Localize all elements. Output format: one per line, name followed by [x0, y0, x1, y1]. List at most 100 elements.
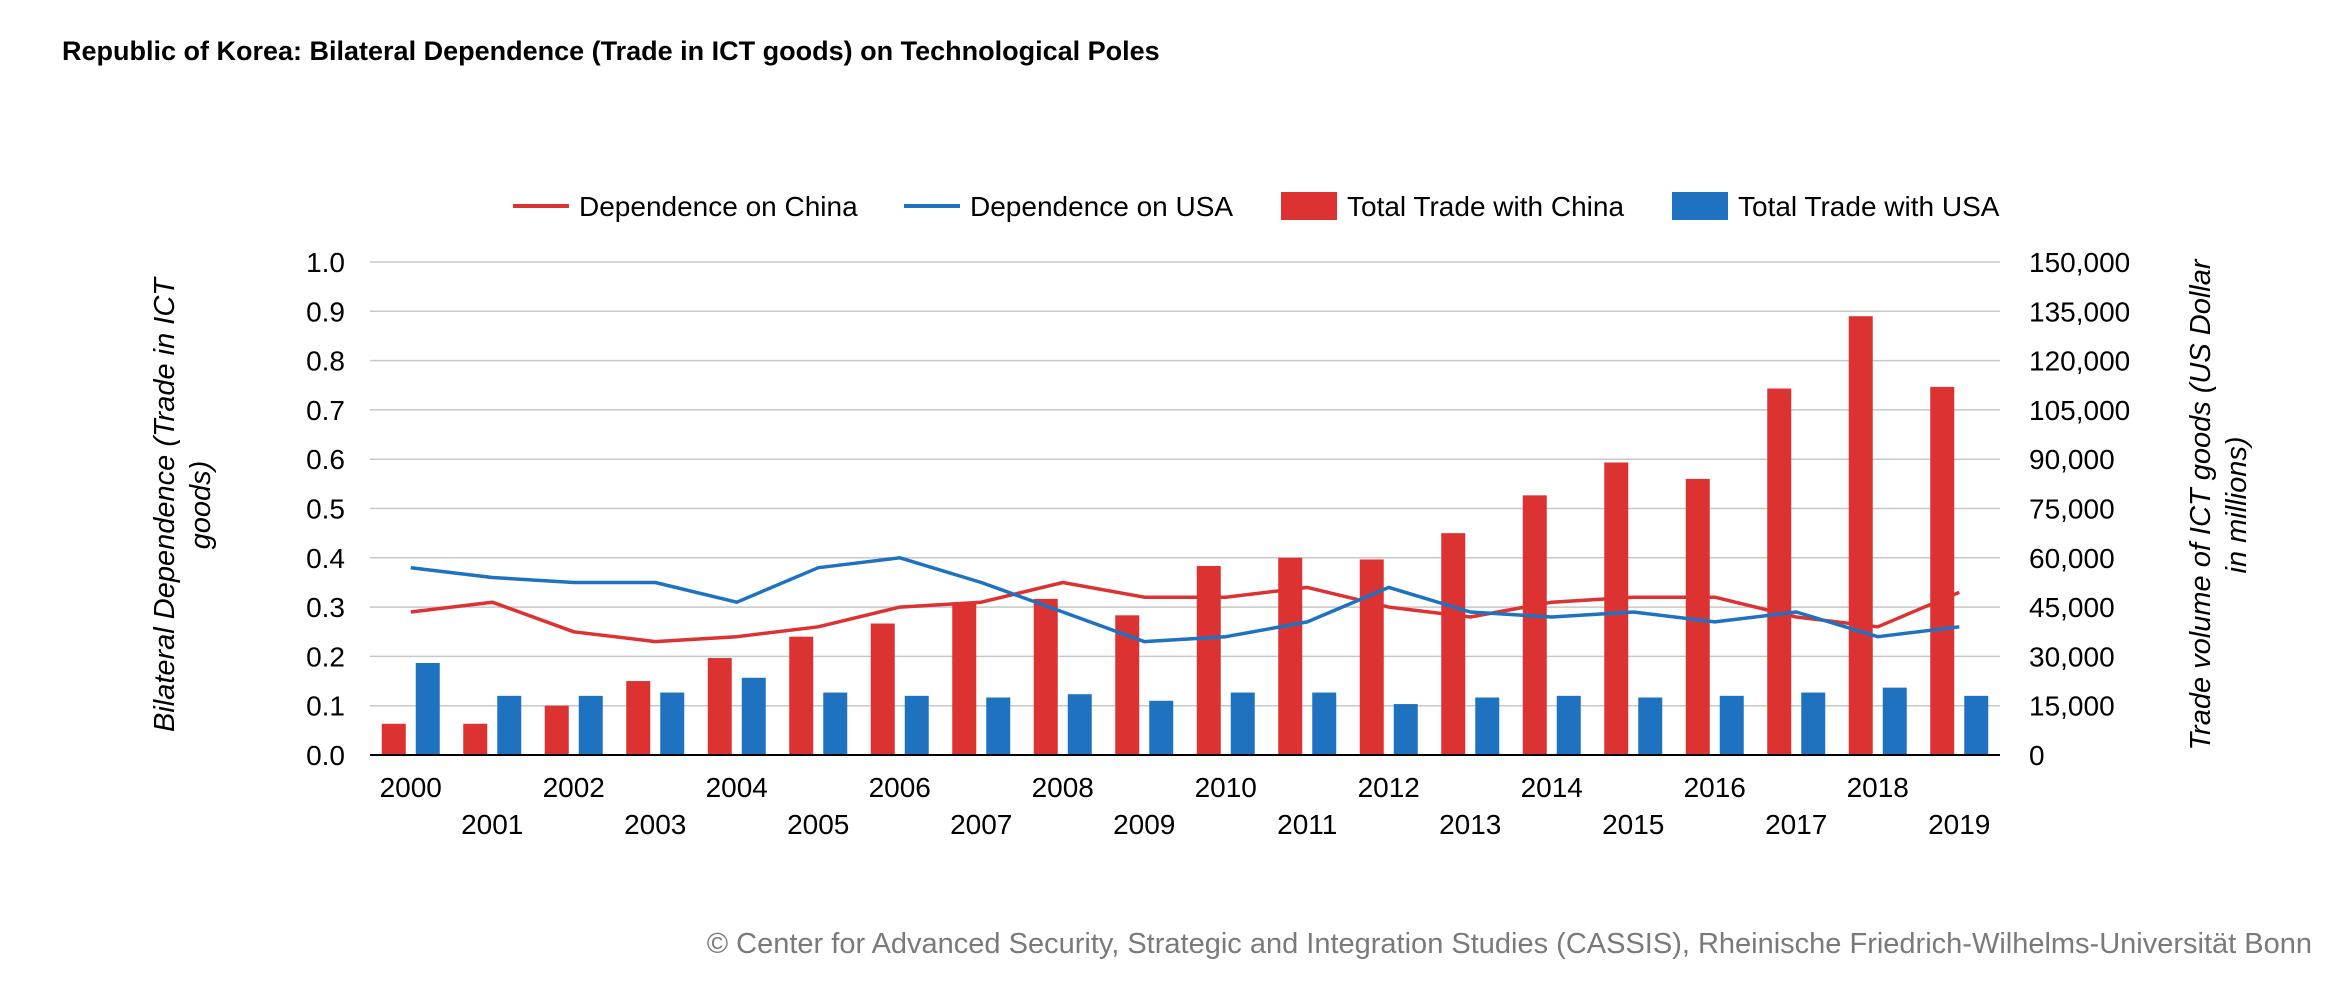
bar: [1556, 695, 1581, 755]
x-tick-label: 2002: [543, 772, 605, 803]
axis-label-line: Trade volume of ICT goods (US Dollar: [2185, 258, 2217, 750]
bar: [904, 695, 929, 755]
bar: [1964, 695, 1989, 755]
right-tick-label: 45,000: [2029, 592, 2115, 623]
bar: [707, 658, 732, 755]
bar: [1230, 692, 1255, 755]
x-tick-label: 2018: [1847, 772, 1909, 803]
bar: [1767, 388, 1792, 755]
bar: [497, 695, 522, 755]
legend-label: Dependence on China: [579, 191, 858, 222]
bar: [1196, 566, 1221, 755]
bar: [1719, 695, 1744, 755]
x-tick-label: 2003: [624, 809, 686, 840]
right-tick-label: 135,000: [2029, 296, 2130, 327]
right-tick-label: 120,000: [2029, 346, 2130, 377]
legend-label: Dependence on USA: [970, 191, 1233, 222]
right-axis-ticks: 0 15,000 30,000 45,000 60,000 75,000 90,000 105…: [2029, 247, 2130, 771]
right-tick-label: 15,000: [2029, 691, 2115, 722]
bar: [1848, 316, 1873, 755]
legend-swatch-bar: [1672, 192, 1728, 220]
bar: [1312, 692, 1337, 755]
bar: [415, 662, 440, 755]
right-axis-label: Trade volume of ICT goods (US Dollar in m…: [2185, 258, 2253, 750]
series-line: [410, 556, 1960, 644]
bar: [381, 723, 406, 755]
copyright-credit: © Center for Advanced Security, Strategi…: [706, 928, 2312, 960]
x-tick-label: 2008: [1032, 772, 1094, 803]
x-tick-label: 2012: [1358, 772, 1420, 803]
x-tick-label: 2009: [1113, 809, 1175, 840]
bar: [1522, 495, 1547, 755]
series-line: [410, 580, 1960, 644]
bar: [1930, 386, 1955, 755]
bar: [741, 677, 766, 755]
left-tick-label: 0.6: [306, 444, 345, 475]
x-axis-ticks: 2000 2001 2002 2003 2004 2005 2006 2007 2008 2009…: [380, 772, 1991, 840]
right-tick-label: 0: [2029, 740, 2045, 771]
bar: [1475, 697, 1500, 755]
x-tick-label: 2001: [461, 809, 523, 840]
bar: [463, 723, 488, 755]
x-tick-label: 2006: [869, 772, 931, 803]
right-tick-label: 30,000: [2029, 641, 2115, 672]
left-tick-label: 0.1: [306, 691, 345, 722]
left-tick-label: 0.9: [306, 296, 345, 327]
left-axis-ticks: 0.0 0.1 0.2 0.3 0.4 0.5 0.6 0.7 0.8 0.9 1.0: [306, 247, 345, 771]
left-tick-label: 0.8: [306, 346, 345, 377]
chart-title: Republic of Korea: Bilateral Dependence …: [62, 36, 1160, 66]
left-tick-label: 0.3: [306, 592, 345, 623]
bar: [952, 603, 977, 755]
bar: [1033, 598, 1058, 755]
bar: [1882, 687, 1907, 755]
right-tick-label: 90,000: [2029, 444, 2115, 475]
legend-label: Total Trade with USA: [1738, 191, 2000, 222]
x-tick-label: 2007: [950, 809, 1012, 840]
left-tick-label: 0.2: [306, 641, 345, 672]
bar: [578, 695, 603, 755]
right-tick-label: 105,000: [2029, 395, 2130, 426]
bar: [870, 623, 895, 755]
bar: [1359, 559, 1384, 755]
bar: [1441, 533, 1466, 755]
x-tick-label: 2016: [1684, 772, 1746, 803]
right-tick-label: 75,000: [2029, 494, 2115, 525]
axis-label-line: Bilateral Dependence (Trade in ICT: [149, 276, 181, 732]
right-tick-label: 60,000: [2029, 543, 2115, 574]
axis-label-line: goods): [185, 461, 217, 550]
x-tick-label: 2015: [1602, 809, 1664, 840]
left-tick-label: 0.0: [306, 740, 345, 771]
bar: [1393, 704, 1418, 755]
x-tick-label: 2000: [380, 772, 442, 803]
legend-swatch-bar: [1281, 192, 1337, 220]
bar: [1067, 694, 1092, 755]
x-tick-label: 2011: [1277, 809, 1337, 840]
bar: [1685, 478, 1710, 755]
lines: [410, 556, 1960, 644]
bar: [823, 692, 848, 755]
bar: [544, 705, 569, 755]
left-tick-label: 0.7: [306, 395, 345, 426]
left-tick-label: 0.5: [306, 494, 345, 525]
legend: Dependence on China Dependence on USA Tota…: [513, 191, 2000, 222]
bar: [986, 697, 1011, 755]
left-tick-label: 1.0: [306, 247, 345, 278]
legend-label: Total Trade with China: [1347, 191, 1624, 222]
bar: [1604, 462, 1629, 755]
x-tick-label: 2010: [1195, 772, 1257, 803]
bar: [1149, 700, 1174, 755]
left-axis-label: Bilateral Dependence (Trade in ICT goods): [149, 276, 217, 732]
right-tick-label: 150,000: [2029, 247, 2130, 278]
x-tick-label: 2004: [706, 772, 768, 803]
bars: [381, 316, 1989, 755]
x-tick-label: 2005: [787, 809, 849, 840]
bar: [1801, 692, 1826, 755]
x-tick-label: 2013: [1439, 809, 1501, 840]
bar: [626, 681, 651, 755]
bar: [789, 636, 814, 755]
bar: [1638, 697, 1663, 755]
axis-label-line: in millions): [2221, 437, 2253, 574]
left-tick-label: 0.4: [306, 543, 345, 574]
x-tick-label: 2019: [1928, 809, 1990, 840]
